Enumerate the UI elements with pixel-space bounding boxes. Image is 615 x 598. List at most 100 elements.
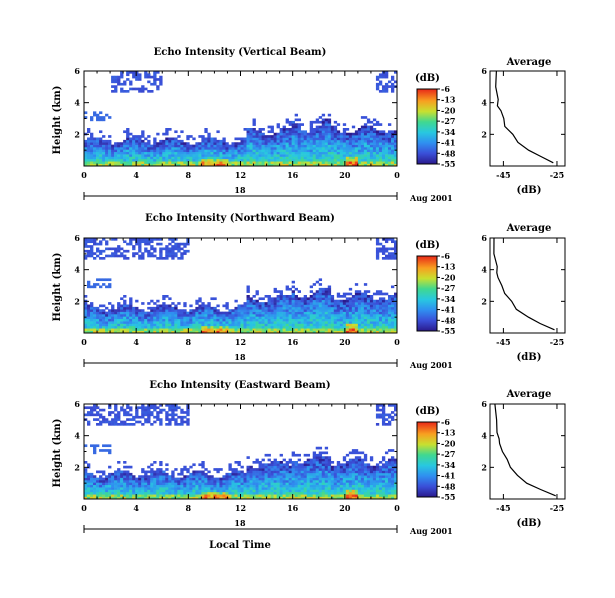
- heatmap-cell: [315, 295, 320, 298]
- heatmap-cell: [390, 247, 395, 251]
- heatmap-cell: [126, 242, 130, 246]
- heatmap-cell: [273, 302, 277, 305]
- heatmap-cell: [351, 297, 356, 301]
- heatmap-cell: [264, 468, 268, 471]
- heatmap-cell: [117, 413, 121, 417]
- heatmap-cell: [228, 163, 232, 167]
- heatmap-cell: [345, 142, 350, 145]
- heatmap-cell: [366, 144, 371, 148]
- heatmap-cell: [312, 330, 317, 334]
- heatmap-cell: [204, 472, 208, 476]
- heatmap-cell: [84, 323, 88, 327]
- heatmap-cell: [249, 309, 253, 312]
- heatmap-cell: [276, 489, 280, 493]
- heatmap-cell: [96, 144, 100, 148]
- heatmap-cell: [378, 292, 383, 296]
- heatmap-cell: [294, 463, 298, 467]
- heatmap-cell: [279, 142, 283, 145]
- heatmap-cell: [246, 470, 250, 474]
- heatmap-cell: [309, 123, 314, 126]
- heatmap-cell: [270, 314, 274, 317]
- heatmap-cell: [384, 254, 389, 258]
- heatmap-cell: [99, 316, 103, 320]
- heatmap-cell: [186, 311, 190, 315]
- heatmap-cell: [381, 156, 386, 160]
- heatmap-cell: [156, 242, 160, 246]
- heatmap-cell: [267, 130, 271, 134]
- heatmap-cell: [84, 487, 88, 490]
- heatmap-cell: [225, 487, 229, 490]
- heatmap-cell: [237, 147, 241, 150]
- heatmap-cell: [225, 321, 229, 324]
- heatmap-cell: [165, 304, 169, 308]
- heatmap-cell: [297, 321, 301, 324]
- heatmap-cell: [99, 144, 103, 148]
- heatmap-cell: [84, 413, 88, 417]
- heatmap-cell: [102, 161, 106, 164]
- heatmap-cell: [291, 470, 295, 474]
- heatmap-cell: [246, 496, 250, 500]
- heatmap-cell: [219, 318, 223, 322]
- heatmap-cell: [360, 135, 365, 138]
- heatmap-cell: [198, 161, 202, 164]
- heatmap-cell: [135, 144, 139, 148]
- heatmap-cell: [135, 323, 139, 327]
- heatmap-cell: [117, 480, 121, 483]
- heatmap-cell: [381, 137, 386, 141]
- heatmap-cell: [162, 487, 166, 490]
- heatmap-cell: [144, 408, 148, 412]
- heatmap-cell: [318, 316, 323, 320]
- heatmap-cell: [144, 323, 148, 327]
- heatmap-cell: [135, 311, 139, 315]
- heatmap-cell: [300, 480, 304, 483]
- heatmap-cell: [306, 458, 311, 462]
- heatmap-cell: [243, 144, 247, 148]
- heatmap-cell: [150, 299, 154, 303]
- heatmap-cell: [231, 328, 235, 331]
- heatmap-cell: [213, 316, 217, 320]
- heatmap-cell: [153, 406, 157, 410]
- heatmap-cell: [114, 491, 118, 495]
- heatmap-cell: [291, 309, 295, 312]
- heatmap-cell: [333, 139, 338, 143]
- heatmap-cell: [198, 314, 202, 317]
- heatmap-cell: [363, 163, 368, 167]
- heatmap-cell: [300, 304, 304, 308]
- heatmap-cell: [288, 321, 292, 324]
- heatmap-cell: [297, 147, 301, 150]
- heatmap-cell: [384, 292, 389, 296]
- heatmap-cell: [237, 137, 241, 141]
- heatmap-cell: [225, 480, 229, 483]
- heatmap-cell: [300, 328, 304, 331]
- heatmap-cell: [126, 158, 130, 162]
- heatmap-cell: [246, 316, 250, 320]
- heatmap-cell: [195, 487, 199, 490]
- heatmap-cell: [222, 477, 226, 481]
- heatmap-cell: [291, 468, 295, 471]
- x-tick-label: 0: [394, 170, 400, 180]
- heatmap-cell: [192, 482, 196, 486]
- heatmap-cell: [114, 156, 118, 160]
- heatmap-cell: [258, 489, 262, 493]
- heatmap-cell: [276, 494, 280, 497]
- heatmap-cell: [183, 154, 187, 157]
- heatmap-cell: [261, 297, 265, 301]
- heatmap-cell: [243, 330, 247, 334]
- heatmap-cell: [90, 302, 94, 305]
- heatmap-cell: [177, 314, 181, 317]
- heatmap-cell: [252, 304, 256, 308]
- heatmap-cell: [381, 85, 386, 88]
- heatmap-cell: [321, 456, 326, 459]
- heatmap-cell: [123, 151, 127, 155]
- heatmap-cell: [207, 158, 211, 162]
- heatmap-cell: [93, 482, 97, 486]
- heatmap-cell: [141, 309, 145, 312]
- heatmap-cell: [138, 242, 142, 246]
- heatmap-cell: [276, 461, 280, 464]
- heatmap-cell: [87, 149, 91, 153]
- heatmap-cell: [384, 314, 389, 317]
- heatmap-cell: [321, 475, 326, 478]
- heatmap-cell: [285, 489, 289, 493]
- heatmap-cell: [105, 475, 109, 478]
- heatmap-cell: [327, 480, 332, 483]
